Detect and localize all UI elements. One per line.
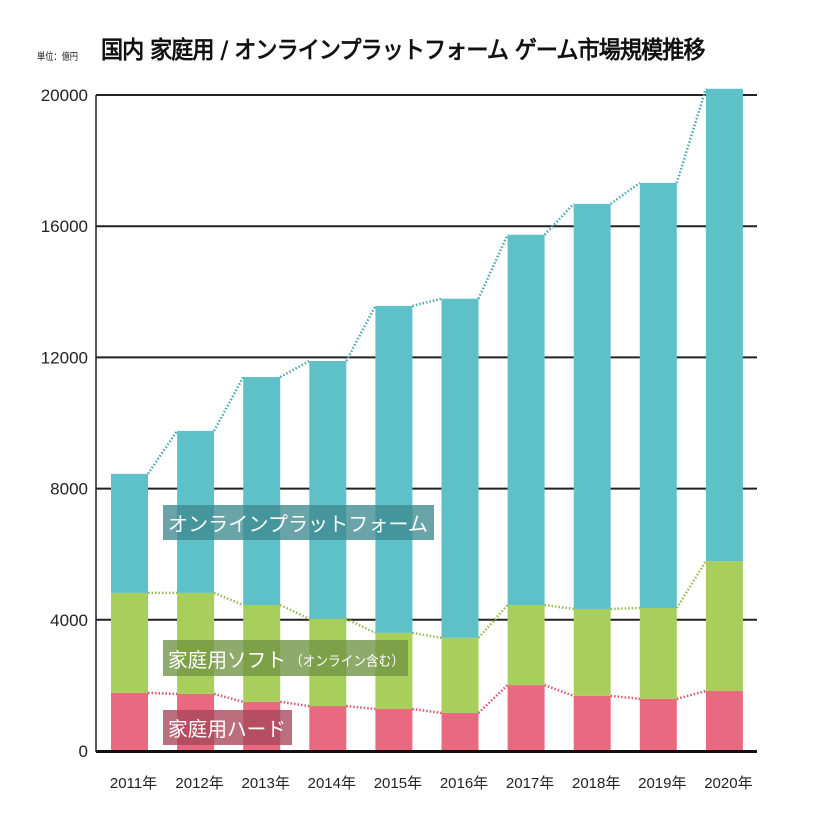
label-box-hardware: [163, 710, 292, 745]
bar-segment-hardware: [375, 709, 413, 751]
bar-segment-online: [111, 473, 148, 593]
connector-lines: [146, 88, 708, 715]
bar-segment-online: [375, 305, 413, 633]
bar-segment-hardware: [573, 695, 611, 751]
chart-title: 国内 家庭用 / オンラインプラットフォーム ゲーム市場規模推移: [101, 36, 705, 64]
bar-segment-software: [573, 608, 611, 696]
bar-segment-hardware: [639, 698, 677, 751]
connector-software: [345, 617, 376, 635]
connector-hardware: [147, 691, 178, 696]
connector-software: [544, 603, 574, 611]
connector-hardware: [544, 683, 575, 698]
y-tick-label: 4000: [50, 611, 88, 630]
y-tick-label: 8000: [50, 480, 88, 499]
connector-online: [609, 181, 641, 205]
series-label-software: 家庭用ソフト: [168, 648, 286, 672]
connector-online: [675, 88, 708, 184]
connector-hardware: [213, 692, 244, 704]
connector-software: [610, 606, 640, 611]
x-tick-label: 2016年: [440, 775, 488, 792]
bar-segment-online: [309, 361, 347, 619]
bar-segment-hardware: [705, 690, 743, 751]
x-tick-label: 2017年: [506, 775, 554, 792]
connector-hardware: [477, 684, 509, 714]
bar-segment-online: [639, 182, 677, 608]
bar-segment-hardware: [309, 706, 347, 751]
connector-online: [345, 305, 377, 362]
connector-software: [279, 603, 310, 620]
x-tick-label: 2012年: [175, 775, 223, 792]
connector-software: [477, 604, 509, 639]
bar-segment-online: [705, 88, 743, 562]
bar-segment-online: [441, 298, 479, 638]
y-tick-label: 20000: [41, 86, 88, 105]
bar-segment-hardware: [111, 692, 148, 751]
connector-online: [412, 297, 442, 308]
connector-hardware: [346, 704, 376, 711]
connector-software: [412, 631, 442, 640]
x-tick-label: 2019年: [638, 775, 686, 792]
label-box-online: [163, 505, 434, 540]
bar-segment-online: [507, 234, 545, 606]
series-label-software-suffix: （オンライン含む）: [290, 654, 404, 670]
connector-hardware: [676, 689, 707, 701]
y-tick-label: 16000: [41, 217, 88, 236]
bar-segment-software: [111, 592, 148, 693]
bar-segment-software: [705, 561, 743, 691]
connector-online: [146, 430, 179, 475]
connector-online: [477, 234, 509, 300]
x-tick-label: 2020年: [704, 775, 752, 792]
bar-segment-hardware: [507, 685, 545, 751]
y-tick-label: 12000: [41, 348, 88, 367]
x-tick-label: 2014年: [308, 775, 356, 792]
y-tick-label: 0: [79, 742, 88, 761]
unit-label: 単位：億円: [37, 52, 78, 63]
bar-segment-software: [639, 607, 677, 699]
x-tick-label: 2011年: [110, 775, 157, 792]
connector-software: [675, 560, 707, 609]
x-tick-labels: 2011年 2012年 2013年 2014年 2015年 2016年 2017年 2018年…: [110, 775, 753, 792]
connector-online: [213, 376, 245, 432]
series-label-online: オンラインプラットフォーム: [168, 512, 428, 536]
bar-segment-hardware: [441, 712, 479, 751]
connector-online: [279, 359, 310, 379]
connector-online: [543, 203, 575, 236]
y-tick-labels: 0 4000 8000 12000 16000 20000: [41, 86, 88, 761]
label-box-software: [163, 640, 408, 676]
x-tick-label: 2015年: [374, 775, 422, 792]
bar-segment-online: [243, 377, 281, 606]
connector-software: [213, 591, 244, 607]
connector-hardware: [412, 707, 442, 715]
connector-hardware: [610, 694, 640, 701]
x-tick-label: 2013年: [242, 775, 290, 792]
connector-hardware: [280, 700, 310, 708]
bar-segment-software: [507, 605, 545, 686]
bar-segment-software: [441, 637, 479, 713]
x-tick-label: 2018年: [572, 775, 620, 792]
bar-segment-online: [573, 203, 611, 609]
series-label-hardware: 家庭用ハード: [168, 717, 286, 741]
